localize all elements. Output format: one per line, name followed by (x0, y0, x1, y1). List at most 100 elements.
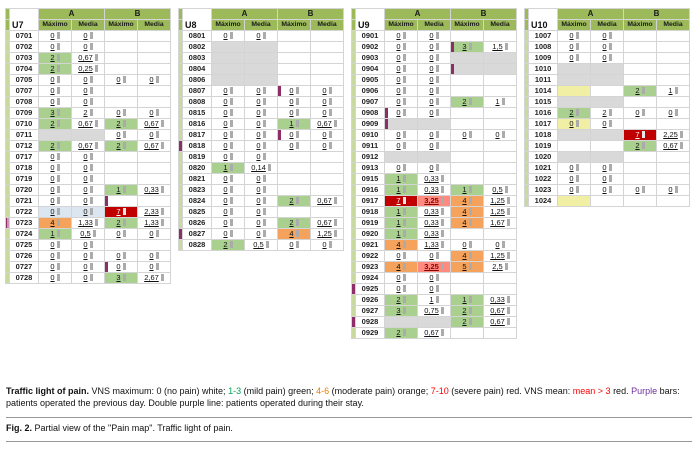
patient-id: 0719 (9, 173, 39, 185)
value-bar-icon (89, 164, 93, 171)
pain-cell: 0 (137, 74, 171, 86)
vns-value: 0 (429, 284, 434, 293)
pain-cell: 0 (244, 140, 278, 152)
value-bar-icon (575, 54, 579, 61)
subheader-label: Máximo (211, 19, 245, 31)
pain-cell: 3 (450, 41, 484, 53)
table-row: 0827 0 0 4 1,25 (178, 228, 344, 240)
value-bar-icon (575, 120, 579, 127)
value-bar-icon (56, 87, 60, 94)
pain-cell: 0 (656, 107, 690, 119)
vns-value: 2 (50, 53, 55, 62)
vns-value: 0 (322, 108, 327, 117)
vns-value: 0,5 (492, 185, 503, 194)
patient-id: 0727 (9, 261, 39, 273)
value-bar-icon (504, 186, 508, 193)
legend-segment: (severe pain) red. VNS mean: (448, 386, 573, 396)
value-bar-icon (262, 153, 266, 160)
table-row: 1010 (524, 63, 690, 75)
value-bar-icon (440, 197, 444, 204)
value-bar-icon (440, 186, 444, 193)
legend-segment: bars: patients operated the previous day… (6, 386, 680, 408)
value-bar-icon (440, 307, 444, 314)
value-bar-icon (440, 230, 444, 237)
value-bar-icon (94, 120, 98, 127)
patient-id: 0728 (9, 272, 39, 284)
panel-strip (5, 19, 10, 31)
table-row: 0804 (178, 63, 344, 75)
pain-cell: 0 (211, 30, 245, 42)
value-bar-icon (94, 65, 98, 72)
pain-cell (137, 63, 171, 75)
patient-id: 0827 (182, 228, 212, 240)
pain-cell: 4 (38, 217, 72, 229)
pain-cell: 0 (417, 63, 451, 75)
pain-cell: 0 (384, 250, 418, 262)
patient-id: 1007 (528, 30, 558, 42)
pain-cell (483, 107, 517, 119)
vns-value: 0,33 (490, 295, 505, 304)
value-bar-icon (262, 230, 266, 237)
table-row: 1011 (524, 74, 690, 86)
pain-cell: 0 (483, 239, 517, 251)
value-bar-icon (608, 120, 612, 127)
value-bar-icon (468, 252, 472, 259)
vns-value: 0 (429, 53, 434, 62)
vns-value: 0 (116, 75, 121, 84)
pain-cell: 7 (384, 195, 418, 207)
vns-value: 0,14 (251, 163, 266, 172)
pain-cell (656, 30, 690, 42)
pain-cell: 0 (417, 140, 451, 152)
vns-value: 0,5 (80, 229, 91, 238)
value-bar-icon (56, 54, 60, 61)
vns-value: 1 (396, 185, 401, 194)
pain-cell: 0 (71, 151, 105, 163)
pain-cell: 0 (623, 107, 657, 119)
vns-value: 2,5 (492, 262, 503, 271)
table-row: 0902 0 0 3 1,5 (351, 41, 517, 53)
patient-id: 1008 (528, 41, 558, 53)
no-data-cell (557, 151, 591, 163)
pain-cell (450, 228, 484, 240)
value-bar-icon (440, 208, 444, 215)
pain-cell: 2 (384, 327, 418, 339)
value-bar-icon (56, 263, 60, 270)
patient-id: 0712 (9, 140, 39, 152)
pain-cell: 0 (310, 107, 344, 119)
patient-id: 1015 (528, 96, 558, 108)
vns-value: 0 (602, 31, 607, 40)
pain-cell: 1 (384, 206, 418, 218)
patient-id: 1009 (528, 52, 558, 64)
subheader-label: Media (244, 19, 278, 31)
no-data-cell (590, 151, 624, 163)
no-data-cell (483, 52, 517, 64)
vns-value: 2 (50, 141, 55, 150)
vns-value: 1,25 (317, 229, 332, 238)
table-row: 0728 0 0 3 2,67 (5, 272, 171, 284)
value-bar-icon (435, 252, 439, 259)
figure-caption: Fig. 2. Partial view of the "Pain map". … (6, 417, 692, 433)
pain-cell: 0 (557, 162, 591, 174)
value-bar-icon (56, 43, 60, 50)
pain-cell (104, 30, 138, 42)
vns-value: 0,67 (317, 218, 332, 227)
patient-id: 0815 (182, 107, 212, 119)
pain-cell: 2,67 (137, 272, 171, 284)
table-row: 1017 0 0 (524, 118, 690, 130)
value-bar-icon (155, 131, 159, 138)
unit-label: U10 (528, 8, 558, 31)
pain-cell: 5 (450, 261, 484, 273)
vns-value: 0 (116, 251, 121, 260)
vns-value: 1 (462, 185, 467, 194)
value-bar-icon (94, 142, 98, 149)
vns-value: 0 (223, 130, 228, 139)
vns-value: 0 (396, 42, 401, 51)
pain-cell (104, 162, 138, 174)
panel-strip (351, 19, 356, 31)
no-data-cell (590, 63, 624, 75)
vns-value: 0 (256, 119, 261, 128)
patient-id: 1021 (528, 162, 558, 174)
patient-id: 0724 (9, 228, 39, 240)
vns-value: 1,5 (492, 42, 503, 51)
vns-value: 2 (223, 240, 228, 249)
